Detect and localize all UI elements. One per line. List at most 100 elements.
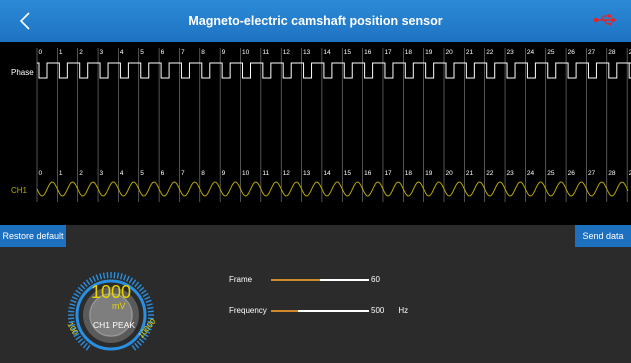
gauge-tick <box>124 275 126 281</box>
marker-label-top: 0 <box>39 49 43 56</box>
gauge-value: 1000 <box>90 282 132 303</box>
gauge-tick <box>141 290 146 293</box>
marker-label-top: 21 <box>466 49 474 56</box>
marker-label-top: 8 <box>201 49 205 56</box>
marker-label-top: 10 <box>242 49 250 56</box>
marker-label-top: 9 <box>222 49 226 56</box>
marker-label-top: 13 <box>303 49 311 56</box>
marker-label-bottom: 28 <box>608 170 616 177</box>
gauge-tick <box>76 336 81 339</box>
marker-label-bottom: 10 <box>242 170 250 177</box>
gauge-tick <box>135 343 139 348</box>
marker-label-top: 5 <box>140 49 144 56</box>
restore-default-button[interactable]: Restore default <box>0 225 66 247</box>
gauge-tick <box>137 341 141 345</box>
usb-icon <box>593 13 617 27</box>
frame-slider-fill <box>271 279 320 281</box>
marker-label-bottom: 22 <box>486 170 494 177</box>
marker-label-top: 14 <box>323 49 331 56</box>
marker-label-bottom: 4 <box>120 170 124 177</box>
gauge-tick <box>96 275 98 281</box>
marker-label-top: 6 <box>161 49 165 56</box>
page-title: Magneto-electric camshaft position senso… <box>188 14 442 28</box>
frame-label: Frame <box>229 275 271 284</box>
marker-label-top: 20 <box>446 49 454 56</box>
channel-label-ch1: CH1 <box>11 186 28 195</box>
gauge-tick <box>71 300 77 302</box>
marker-label-bottom: 2 <box>79 170 83 177</box>
marker-label-top: 18 <box>405 49 413 56</box>
waveform-canvas: Phase CH1 001122334455667788991010111112… <box>0 42 631 225</box>
gauge-tick <box>81 285 85 289</box>
frequency-value: 500 <box>371 306 384 315</box>
gauge-label: CH1 PEAK <box>93 320 135 330</box>
back-button[interactable] <box>8 6 42 36</box>
channel-label-phase: Phase <box>11 68 34 77</box>
gauge-tick <box>100 273 102 279</box>
gauge-tick <box>127 276 130 281</box>
gauge-tick <box>76 290 81 293</box>
marker-label-bottom: 5 <box>140 170 144 177</box>
gauge-unit: mV <box>112 301 126 311</box>
gauge-tick <box>69 308 75 309</box>
marker-label-bottom: 17 <box>384 170 392 177</box>
marker-label-bottom: 23 <box>507 170 515 177</box>
gauge-tick <box>132 345 135 350</box>
gauge-tick <box>68 318 74 319</box>
marker-label-bottom: 0 <box>39 170 43 177</box>
marker-label-top: 12 <box>283 49 291 56</box>
gauge-tick <box>86 345 89 350</box>
waveform-display[interactable]: Phase CH1 0 0 1 1 2 2 3 3 4 4 5 5 6 6 7 7 8 8 9 9 10 10 11 11 12… <box>0 42 631 225</box>
send-data-button[interactable]: Send data <box>575 225 631 247</box>
control-panel: 1000 mV CH1 PEAK 100 10000 Frame 60 Freq… <box>0 247 631 361</box>
gauge-tick <box>104 273 105 279</box>
gauge-tick <box>121 273 123 279</box>
marker-label-bottom: 25 <box>547 170 555 177</box>
gauge-tick <box>83 282 87 287</box>
frequency-slider-fill <box>271 310 298 312</box>
gauge-tick <box>117 273 118 279</box>
marker-label-bottom: 8 <box>201 170 205 177</box>
marker-label-top: 25 <box>547 49 555 56</box>
marker-label-bottom: 26 <box>568 170 576 177</box>
marker-label-top: 24 <box>527 49 535 56</box>
chevron-left-icon <box>19 12 31 30</box>
marker-label-top: 22 <box>486 49 494 56</box>
marker-label-top: 17 <box>384 49 392 56</box>
gauge-tick <box>147 308 153 309</box>
gauge-tick <box>72 297 77 300</box>
frequency-slider[interactable] <box>271 310 369 312</box>
gauge-tick <box>139 287 144 291</box>
marker-label-top: 16 <box>364 49 372 56</box>
marker-label-bottom: 6 <box>161 170 165 177</box>
gauge-tick <box>74 294 79 297</box>
marker-label-bottom: 1 <box>59 170 63 177</box>
marker-label-top: 3 <box>100 49 104 56</box>
gauge-tick <box>68 311 74 312</box>
marker-label-top: 27 <box>588 49 596 56</box>
gauge-tick <box>78 287 83 291</box>
gauge-tick <box>93 276 96 281</box>
gauge-tick <box>135 282 139 287</box>
marker-label-top: 19 <box>425 49 433 56</box>
marker-label-top: 7 <box>181 49 185 56</box>
gauge-tick <box>137 285 141 289</box>
gauge-tick <box>78 339 83 343</box>
frequency-unit: Hz <box>398 306 408 315</box>
title-bar: Magneto-electric camshaft position senso… <box>0 0 631 42</box>
frequency-slider-row: Frequency 500 Hz <box>229 306 408 315</box>
frame-slider[interactable] <box>271 279 369 281</box>
frequency-label: Frequency <box>229 306 271 315</box>
marker-label-bottom: 19 <box>425 170 433 177</box>
gauge-tick <box>143 294 148 297</box>
marker-label-bottom: 12 <box>283 170 291 177</box>
gauge-tick <box>69 304 75 306</box>
gauge-tick <box>114 272 115 278</box>
marker-label-bottom: 15 <box>344 170 352 177</box>
marker-label-bottom: 21 <box>466 170 474 177</box>
marker-label-top: 23 <box>507 49 515 56</box>
marker-label-bottom: 14 <box>323 170 331 177</box>
marker-label-bottom: 13 <box>303 170 311 177</box>
gauge-tick <box>107 272 108 278</box>
marker-label-bottom: 3 <box>100 170 104 177</box>
